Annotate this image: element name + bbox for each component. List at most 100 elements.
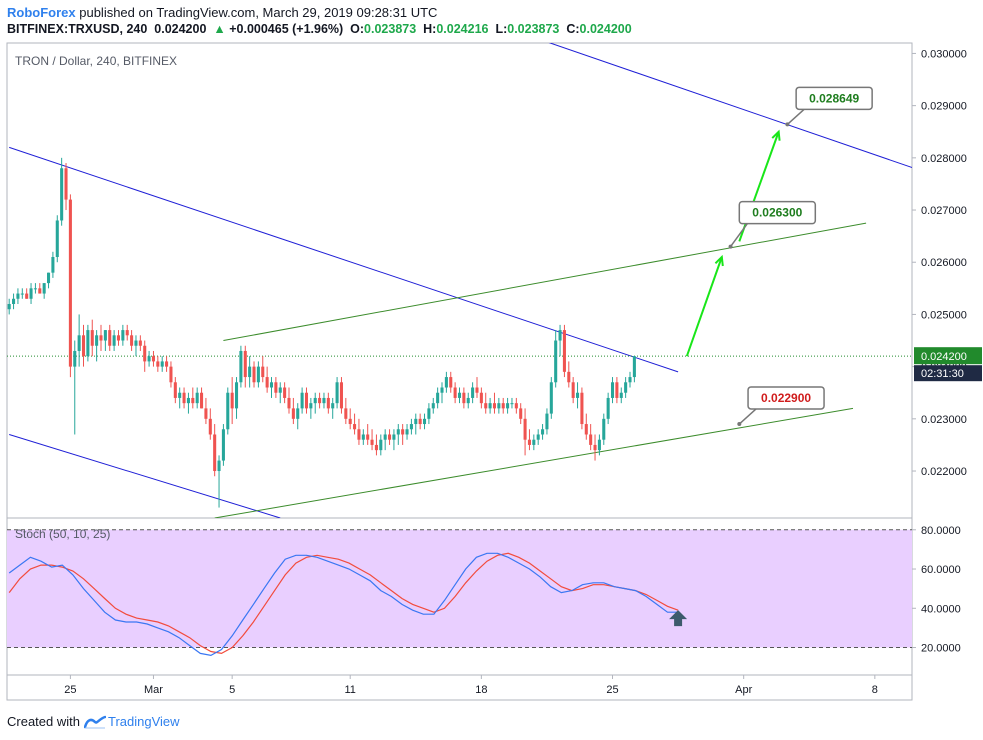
candle-body xyxy=(514,403,518,409)
candle-body xyxy=(186,397,190,404)
candle-body xyxy=(326,397,330,409)
callout-anchor xyxy=(737,422,742,427)
price-tick-label: 0.027000 xyxy=(921,205,967,217)
stoch-band xyxy=(7,529,912,648)
candle-body xyxy=(422,418,427,425)
candle-body xyxy=(138,340,142,346)
candle-body xyxy=(392,434,396,440)
candle-body xyxy=(414,418,418,425)
callout-box xyxy=(738,200,817,225)
candle-body xyxy=(510,403,514,405)
candle-body xyxy=(449,377,453,388)
candle-body xyxy=(68,199,72,367)
candle-body xyxy=(344,408,348,419)
candle-body xyxy=(143,345,147,362)
candle-body xyxy=(558,330,562,341)
candle-body xyxy=(147,356,151,362)
candle-body xyxy=(178,392,182,398)
descending-channel-lower xyxy=(9,434,281,518)
callout-pointer xyxy=(786,108,805,125)
up-arrow-marker xyxy=(669,610,688,627)
candle-body xyxy=(261,366,265,378)
high-value: 0.024216 xyxy=(436,22,489,36)
created-with-label: Created with xyxy=(7,714,80,729)
change-value: +0.000465 (+1.96%) xyxy=(229,22,344,36)
candle-body xyxy=(484,403,488,409)
candle-body xyxy=(256,366,260,383)
candle-body xyxy=(125,330,129,336)
candle-body xyxy=(497,403,501,409)
price-tick-label: 0.029000 xyxy=(921,101,967,113)
candle-body xyxy=(103,330,107,341)
candle-body xyxy=(234,382,239,409)
price-tick-label: 0.026000 xyxy=(921,257,967,269)
candle-body xyxy=(309,403,313,409)
candle-body xyxy=(134,340,138,346)
candle-body xyxy=(444,377,448,388)
last-price-badge-label: 0.024200 xyxy=(921,351,967,363)
candle-body xyxy=(29,288,33,299)
stoch-tick-label: 80.0000 xyxy=(921,525,961,537)
candle-body xyxy=(55,220,59,258)
candle-body xyxy=(108,330,112,346)
candle-body xyxy=(597,439,601,451)
candle-body xyxy=(296,408,300,419)
time-tick-label: 11 xyxy=(344,684,355,696)
stoch-k-line xyxy=(8,552,679,657)
candle-body xyxy=(130,335,134,346)
candle-body xyxy=(409,424,413,430)
price-tick-label: 0.030000 xyxy=(921,48,967,60)
candle-body xyxy=(287,397,291,409)
candle-body xyxy=(226,392,230,430)
price-tick-label: 0.028000 xyxy=(921,153,967,165)
candle-body xyxy=(466,397,470,404)
candle-body xyxy=(501,403,505,409)
publish-line: RoboForex published on TradingView.com, … xyxy=(7,5,437,20)
time-tick-label: 18 xyxy=(475,684,487,696)
candle-body xyxy=(545,413,549,430)
tradingview-logo-icon xyxy=(83,715,106,729)
candle-body xyxy=(584,424,588,435)
candle-body xyxy=(77,335,81,351)
candle-body xyxy=(51,257,55,273)
candle-body xyxy=(239,350,243,383)
candle-body xyxy=(25,293,29,299)
candle-body xyxy=(252,366,256,383)
candle-body xyxy=(488,403,492,409)
candle-body xyxy=(519,408,523,419)
candle-body xyxy=(269,382,274,388)
stoch-tick-label: 40.0000 xyxy=(921,603,961,615)
candle-body xyxy=(230,392,234,409)
candle-body xyxy=(549,382,553,414)
tradingview-link[interactable]: TradingView xyxy=(107,714,180,729)
candle-body xyxy=(121,330,125,341)
stoch-tick-label: 20.0000 xyxy=(921,643,961,655)
candle-body xyxy=(291,408,295,419)
candle-body xyxy=(589,434,593,445)
candle-body xyxy=(265,377,269,388)
close-value: 0.024200 xyxy=(579,22,632,36)
candle-body xyxy=(348,418,352,425)
candle-body xyxy=(361,434,365,440)
candle-body xyxy=(331,403,335,409)
last-price-badge xyxy=(914,347,982,365)
countdown-badge-label: 02:31:30 xyxy=(921,368,964,380)
candle-body xyxy=(112,335,116,346)
candle-body xyxy=(453,387,457,398)
stoch-title: Stoch (50, 10, 25) xyxy=(15,527,110,541)
candle-body xyxy=(418,418,422,425)
candle-body xyxy=(567,371,571,383)
candle-body xyxy=(401,429,405,435)
candle-body xyxy=(47,272,51,284)
candle-body xyxy=(431,403,435,409)
stoch-d-line xyxy=(8,552,679,655)
stoch-tick-label: 60.0000 xyxy=(921,564,961,576)
candle-body xyxy=(396,429,400,435)
candle-body xyxy=(523,418,527,440)
candle-body xyxy=(204,408,208,419)
candle-body xyxy=(33,288,37,290)
candle-body xyxy=(370,439,374,445)
candle-body xyxy=(208,418,212,435)
publisher-brand[interactable]: RoboForex xyxy=(7,5,76,20)
